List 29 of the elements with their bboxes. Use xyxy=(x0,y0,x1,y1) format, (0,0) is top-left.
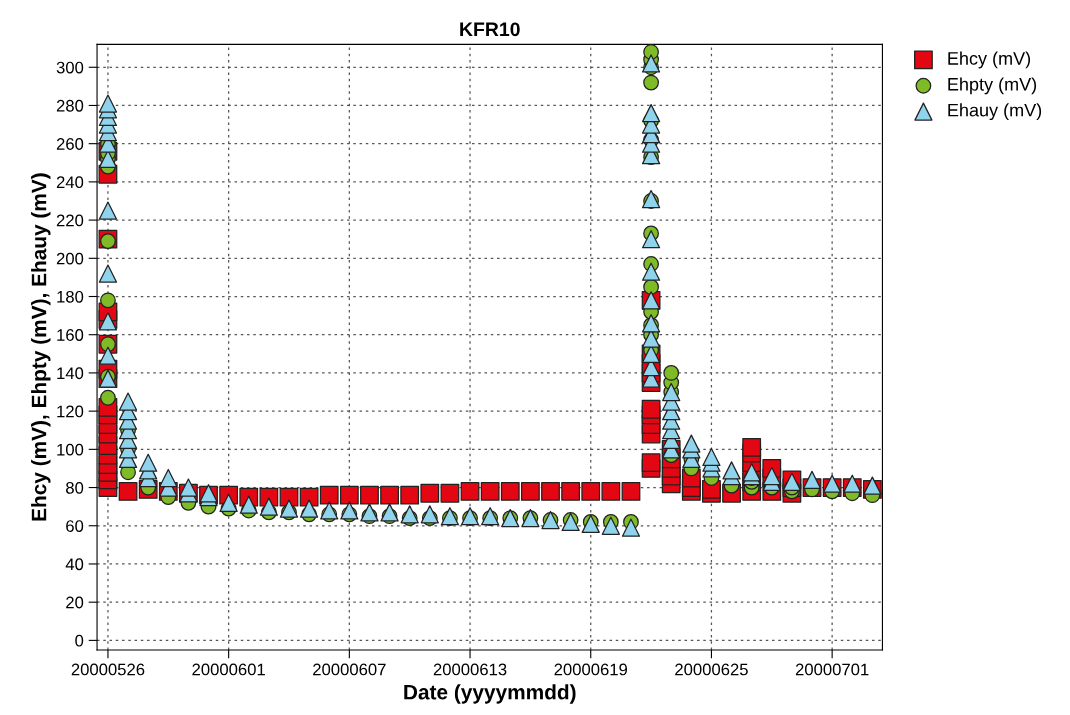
y-tick-label: 240 xyxy=(56,176,84,189)
y-tick-label: 120 xyxy=(57,405,84,418)
y-tick-label: 100 xyxy=(57,443,84,456)
legend-label: Ehcy (mV) xyxy=(948,51,1031,69)
y-tick-label: 180 xyxy=(57,290,84,303)
y-tick-label: 60 xyxy=(66,520,84,532)
legend-label: Ehauy (mV) xyxy=(948,103,1042,121)
x-tick-label: 20000607 xyxy=(313,663,386,676)
x-tick-label: 20000625 xyxy=(675,663,748,676)
y-tick-label: 20 xyxy=(66,596,84,609)
y-tick-label: 280 xyxy=(56,99,84,112)
y-tick-label: 40 xyxy=(65,558,84,571)
x-axis-title: Date (yyyymmdd) xyxy=(404,684,576,704)
y-tick-label: 0 xyxy=(75,634,84,647)
y-tick-label: 160 xyxy=(57,329,84,341)
x-tick-label: 20000613 xyxy=(433,663,507,676)
y-tick-label: 300 xyxy=(56,61,84,74)
y-tick-label: 140 xyxy=(57,367,84,380)
y-tick-label: 260 xyxy=(56,138,84,150)
legend-label: Ehpty (mV) xyxy=(948,77,1037,95)
chart-title: KFR10 xyxy=(460,22,520,37)
y-tick-label: 200 xyxy=(56,252,84,265)
x-tick-label: 20000601 xyxy=(192,663,265,676)
y-axis-title: Ehcy (mV), Ehpty (mV), Ehauy (mV) xyxy=(31,173,51,521)
y-tick-label: 80 xyxy=(66,481,84,494)
x-tick-label: 20000701 xyxy=(795,663,869,676)
x-tick-label: 20000619 xyxy=(554,663,628,676)
x-tick-label: 20000526 xyxy=(71,663,145,676)
y-tick-label: 220 xyxy=(56,214,84,227)
